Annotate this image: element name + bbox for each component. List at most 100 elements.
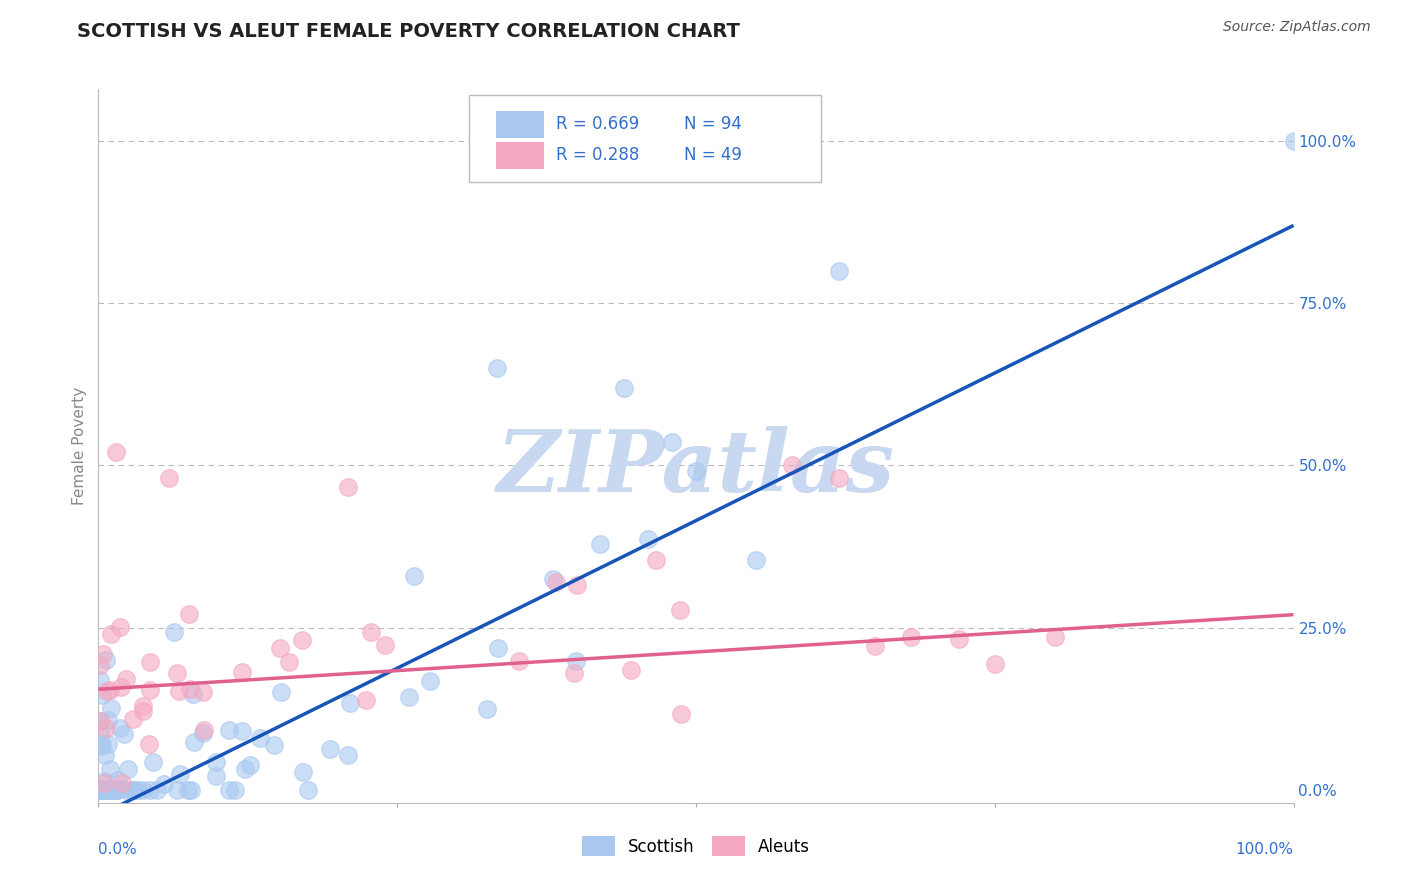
Point	[218, 782, 240, 797]
Point	[319, 742, 342, 756]
Point	[110, 782, 132, 797]
Text: Source: ZipAtlas.com: Source: ZipAtlas.com	[1223, 20, 1371, 34]
Point	[96, 782, 118, 797]
Point	[565, 654, 588, 668]
Y-axis label: Female Poverty: Female Poverty	[72, 387, 87, 505]
Point	[98, 682, 121, 697]
Point	[101, 782, 124, 797]
Text: ZIPatlas: ZIPatlas	[496, 425, 896, 509]
Point	[100, 782, 122, 797]
Point	[89, 782, 111, 797]
Point	[745, 553, 768, 567]
Point	[90, 782, 112, 797]
Point	[122, 712, 145, 726]
Point	[145, 782, 167, 797]
Point	[91, 782, 114, 797]
Point	[89, 724, 111, 739]
Point	[127, 782, 149, 797]
Point	[589, 537, 612, 551]
Point	[124, 782, 146, 797]
Point	[231, 665, 253, 680]
Point	[89, 782, 111, 797]
Point	[177, 607, 200, 621]
Point	[562, 665, 585, 680]
Point	[336, 480, 359, 494]
Point	[139, 655, 162, 669]
Point	[90, 782, 112, 797]
Point	[541, 572, 564, 586]
Point	[112, 727, 135, 741]
Point	[97, 737, 120, 751]
Point	[105, 782, 128, 797]
Point	[263, 738, 285, 752]
Point	[270, 685, 292, 699]
Point	[828, 471, 851, 485]
Point	[105, 782, 128, 797]
Point	[179, 681, 201, 696]
Point	[108, 721, 131, 735]
Text: N = 49: N = 49	[685, 146, 742, 164]
Point	[96, 782, 118, 797]
Point	[93, 773, 115, 788]
Point	[339, 696, 361, 710]
Point	[167, 684, 190, 698]
Text: 100.0%: 100.0%	[1236, 842, 1294, 857]
Point	[1043, 631, 1066, 645]
Legend: Scottish, Aleuts: Scottish, Aleuts	[575, 830, 817, 863]
Point	[104, 782, 127, 797]
Point	[269, 640, 291, 655]
Point	[98, 762, 121, 776]
Point	[865, 640, 887, 654]
Point	[111, 776, 134, 790]
FancyBboxPatch shape	[496, 111, 544, 137]
Point	[100, 701, 122, 715]
Point	[89, 782, 111, 797]
Point	[233, 762, 256, 776]
Point	[139, 683, 162, 698]
Point	[1282, 134, 1305, 148]
Point	[402, 569, 425, 583]
Point	[508, 654, 530, 668]
Point	[89, 782, 111, 797]
Point	[115, 782, 138, 797]
Point	[93, 776, 115, 790]
Point	[139, 782, 162, 797]
Text: R = 0.288: R = 0.288	[557, 146, 640, 164]
Point	[292, 764, 315, 779]
Point	[669, 707, 692, 722]
Point	[97, 782, 120, 797]
Point	[637, 532, 659, 546]
Point	[486, 361, 509, 376]
Point	[101, 782, 124, 797]
Point	[191, 685, 214, 699]
Point	[183, 735, 205, 749]
Point	[661, 435, 683, 450]
Point	[96, 722, 118, 736]
Point	[153, 777, 176, 791]
Point	[89, 657, 111, 672]
Point	[486, 640, 509, 655]
Point	[98, 782, 121, 797]
Point	[644, 553, 666, 567]
Point	[90, 739, 112, 753]
Text: 0.0%: 0.0%	[98, 842, 138, 857]
Point	[91, 647, 114, 661]
Point	[204, 755, 226, 769]
Point	[98, 782, 121, 797]
Point	[828, 264, 851, 278]
Point	[115, 672, 138, 686]
Point	[166, 666, 188, 681]
Point	[780, 458, 803, 473]
Point	[138, 737, 160, 751]
Point	[89, 714, 111, 729]
Point	[97, 713, 120, 727]
Point	[337, 748, 360, 763]
Point	[218, 723, 240, 737]
Text: SCOTTISH VS ALEUT FEMALE POVERTY CORRELATION CHART: SCOTTISH VS ALEUT FEMALE POVERTY CORRELA…	[77, 22, 740, 41]
Point	[544, 574, 567, 589]
Point	[193, 723, 215, 737]
Point	[166, 782, 188, 797]
Point	[96, 653, 118, 667]
Point	[169, 767, 191, 781]
Point	[177, 782, 200, 797]
